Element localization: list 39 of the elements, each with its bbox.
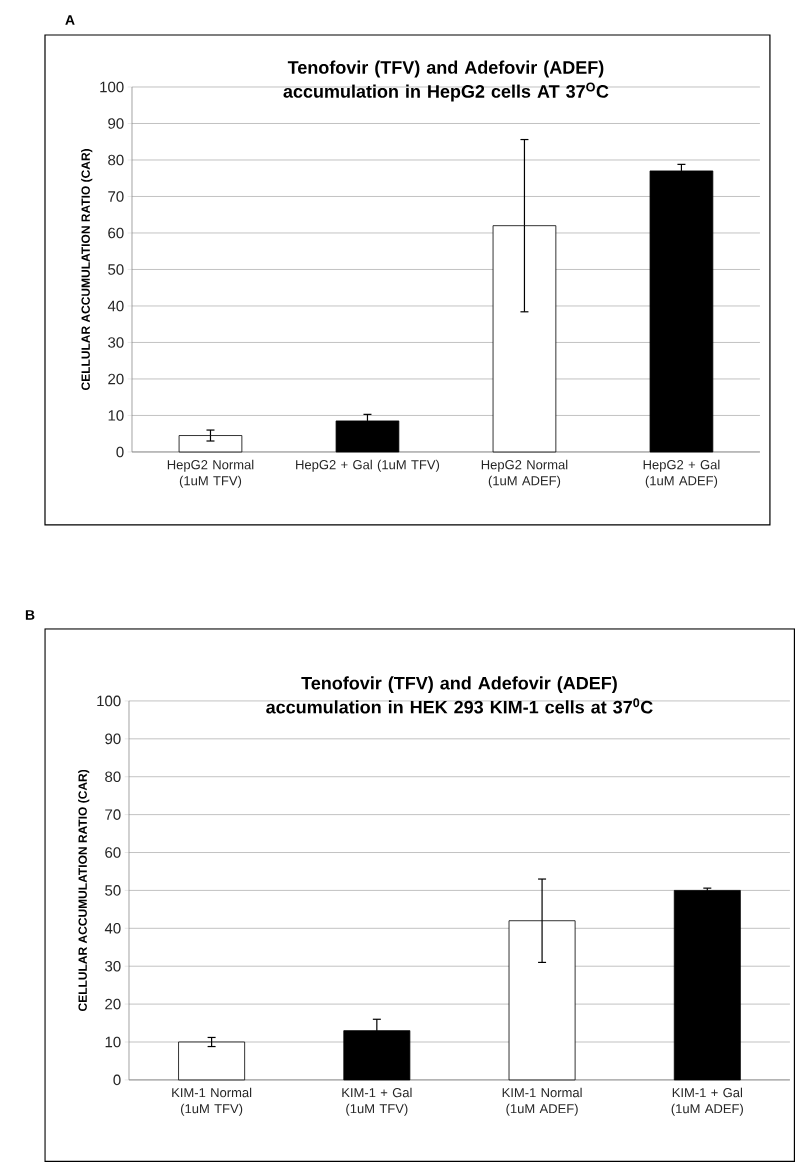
chart-title: Tenofovir (TFV) and Adefovir (ADEF) accumulation in HepG2 cells AT 37$^{O}$C (283, 60, 609, 102)
y-tick-label: 30 (105, 960, 121, 972)
y-tick-label: 60 (108, 227, 124, 239)
x-tick-label: KIM-1 + Gal (1uM TFV) (342, 1087, 412, 1116)
text: A (65, 15, 75, 25)
x-tick-label: HepG2 + Gal (1uM ADEF) (643, 459, 720, 488)
y-axis-title: CELLULAR ACCUMULATION RATIO (CAR) (78, 769, 90, 1012)
y-tick-label: 10 (105, 1036, 121, 1048)
y-tick-label: 90 (108, 118, 124, 129)
y-tick-label: 20 (108, 373, 124, 385)
bar (178, 1041, 246, 1081)
y-tick-label: 70 (105, 809, 121, 820)
y-tick-label: 70 (108, 191, 124, 202)
y-tick-label: 10 (108, 410, 124, 421)
y-tick-label: 80 (108, 154, 124, 166)
y-tick-label: 50 (105, 885, 121, 896)
y-tick-label: 30 (108, 337, 124, 348)
y-tick-label: 80 (105, 771, 121, 783)
x-tick-label: HepG2 Normal (1uM TFV) (167, 459, 254, 488)
x-tick-label: HepG2 Normal (1uM ADEF) (481, 459, 568, 488)
y-tick-label: 100 (100, 81, 124, 93)
y-tick-label: 0 (113, 1074, 121, 1086)
y-tick-label: 40 (107, 300, 124, 312)
bar (673, 890, 741, 1081)
x-tick-label: KIM-1 Normal (1uM ADEF) (502, 1087, 582, 1116)
text: B (25, 610, 35, 620)
x-tick-label: HepG2 + Gal (1uM TFV) (296, 459, 440, 472)
y-tick-label: 20 (105, 998, 121, 1010)
y-tick-label: 60 (105, 847, 121, 858)
y-tick-label: 90 (105, 733, 121, 745)
x-tick-label: KIM-1 Normal (1uM TFV) (172, 1087, 252, 1116)
y-tick-label: 50 (108, 264, 124, 275)
chart-title: Tenofovir (TFV) and Adefovir (ADEF) accumulation in HEK 293 KIM-1 cells at 37$^{0}$C (266, 676, 653, 714)
bar (178, 435, 243, 453)
y-axis-title: CELLULAR ACCUMULATION RATIO (CAR) (81, 149, 93, 391)
y-tick-label: 100 (97, 695, 121, 707)
x-tick-label: KIM-1 + Gal (1uM ADEF) (671, 1087, 743, 1116)
y-tick-label: 40 (104, 923, 121, 934)
y-tick-label: 0 (116, 446, 124, 458)
